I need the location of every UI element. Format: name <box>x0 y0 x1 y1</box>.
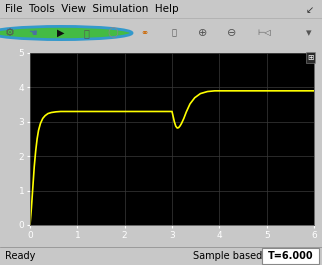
Text: ⊞: ⊞ <box>308 53 314 62</box>
Text: ○: ○ <box>107 26 118 39</box>
Text: ⊕: ⊕ <box>198 28 208 38</box>
Text: ▶: ▶ <box>57 28 65 38</box>
Text: ▾: ▾ <box>306 28 312 38</box>
Text: File  Tools  View  Simulation  Help: File Tools View Simulation Help <box>5 4 178 14</box>
Text: T=6.000: T=6.000 <box>268 251 313 261</box>
Text: ⬛: ⬛ <box>171 29 176 38</box>
Text: ↙: ↙ <box>306 5 314 15</box>
Text: ⏭: ⏭ <box>84 28 90 38</box>
Text: ⚙: ⚙ <box>5 28 15 38</box>
Text: ⊖: ⊖ <box>227 28 237 38</box>
FancyBboxPatch shape <box>262 249 319 264</box>
Text: ☚: ☚ <box>28 28 37 38</box>
Text: ⊢◁: ⊢◁ <box>257 29 271 38</box>
Text: ⚭: ⚭ <box>141 28 149 38</box>
Text: Ready: Ready <box>5 251 35 261</box>
Circle shape <box>0 26 132 39</box>
Text: Sample based: Sample based <box>193 251 262 261</box>
